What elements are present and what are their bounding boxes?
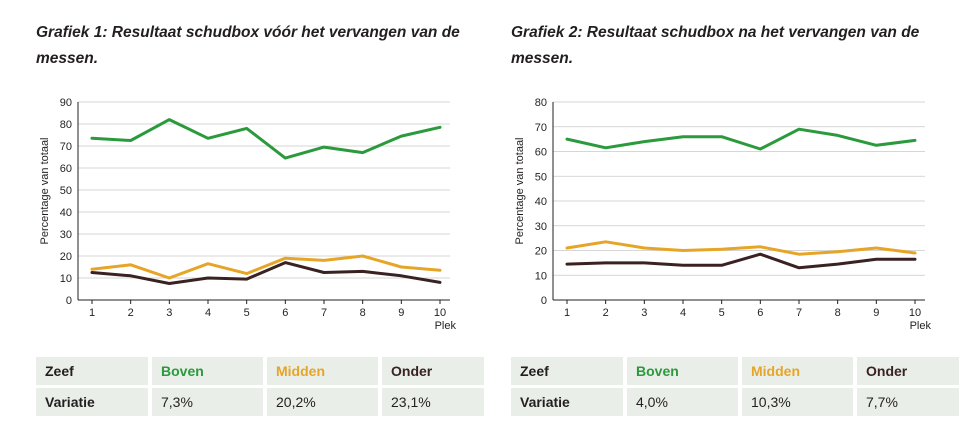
y-tick-label: 20 <box>535 246 547 258</box>
x-tick-label: 1 <box>89 307 95 319</box>
x-tick-label: 4 <box>680 307 686 319</box>
x-tick-label: 5 <box>244 307 250 319</box>
header-zeef: Zeef <box>36 357 148 385</box>
y-tick-label: 80 <box>535 97 547 109</box>
x-tick-label: 3 <box>166 307 172 319</box>
row-label-variatie: Variatie <box>36 388 148 416</box>
y-tick-label: 60 <box>60 163 72 175</box>
table-row: Variatie 7,3% 20,2% 23,1% <box>36 388 484 416</box>
table-header-row: Zeef Boven Midden Onder <box>36 357 484 385</box>
x-tick-label: 8 <box>360 307 366 319</box>
x-tick-label: 4 <box>205 307 211 319</box>
header-onder: Onder <box>857 357 959 385</box>
y-tick-label: 0 <box>66 295 72 307</box>
value-midden: 10,3% <box>742 388 853 416</box>
y-tick-label: 50 <box>60 185 72 197</box>
y-tick-label: 70 <box>535 122 547 134</box>
y-axis-label: Percentage van totaal <box>39 137 51 244</box>
header-boven: Boven <box>627 357 738 385</box>
x-tick-label: 6 <box>282 307 288 319</box>
header-zeef: Zeef <box>511 357 623 385</box>
y-axis-label: Percentage van totaal <box>514 137 526 244</box>
value-midden: 20,2% <box>267 388 378 416</box>
x-axis-label: Plek <box>910 320 932 332</box>
chart-title: Grafiek 2: Resultaat schudbox na het ver… <box>511 24 920 67</box>
value-boven: 7,3% <box>152 388 263 416</box>
chart-panel-2: Grafiek 2: Resultaat schudbox na het ver… <box>511 0 978 442</box>
x-tick-label: 9 <box>398 307 404 319</box>
row-label-variatie: Variatie <box>511 388 623 416</box>
series-line-midden <box>90 254 442 280</box>
header-onder: Onder <box>382 357 484 385</box>
value-onder: 23,1% <box>382 388 484 416</box>
series-line-boven <box>565 127 917 151</box>
x-tick-label: 2 <box>128 307 134 319</box>
variation-table: Zeef Boven Midden Onder Variatie 4,0% 10… <box>511 357 959 419</box>
x-tick-label: 7 <box>796 307 802 319</box>
x-tick-label: 9 <box>873 307 879 319</box>
value-onder: 7,7% <box>857 388 959 416</box>
series-line-onder <box>565 252 917 270</box>
series-line-midden <box>565 240 917 256</box>
x-tick-label: 8 <box>835 307 841 319</box>
table-row: Variatie 4,0% 10,3% 7,7% <box>511 388 959 416</box>
x-tick-label: 6 <box>757 307 763 319</box>
y-tick-label: 90 <box>60 97 72 109</box>
x-tick-label: 10 <box>434 307 446 319</box>
x-tick-label: 5 <box>719 307 725 319</box>
y-tick-label: 30 <box>60 229 72 241</box>
y-tick-label: 0 <box>541 295 547 307</box>
x-tick-label: 1 <box>564 307 570 319</box>
y-tick-label: 60 <box>535 147 547 159</box>
chart-panel-1: Grafiek 1: Resultaat schudbox vóór het v… <box>36 0 506 442</box>
header-midden: Midden <box>742 357 853 385</box>
y-tick-label: 70 <box>60 141 72 153</box>
x-tick-label: 3 <box>641 307 647 319</box>
x-tick-label: 7 <box>321 307 327 319</box>
variation-table: Zeef Boven Midden Onder Variatie 7,3% 20… <box>36 357 484 419</box>
y-tick-label: 30 <box>535 221 547 233</box>
y-tick-label: 40 <box>535 196 547 208</box>
chart-title: Grafiek 1: Resultaat schudbox vóór het v… <box>36 24 460 67</box>
x-tick-label: 2 <box>603 307 609 319</box>
header-midden: Midden <box>267 357 378 385</box>
y-tick-label: 80 <box>60 119 72 131</box>
header-boven: Boven <box>152 357 263 385</box>
y-tick-label: 40 <box>60 207 72 219</box>
y-tick-label: 10 <box>535 270 547 282</box>
y-tick-label: 20 <box>60 251 72 263</box>
table-header-row: Zeef Boven Midden Onder <box>511 357 959 385</box>
y-tick-label: 10 <box>60 273 72 285</box>
value-boven: 4,0% <box>627 388 738 416</box>
x-axis-label: Plek <box>435 320 457 332</box>
series-line-onder <box>90 261 442 285</box>
x-tick-label: 10 <box>909 307 921 319</box>
y-tick-label: 50 <box>535 171 547 183</box>
series-line-boven <box>90 118 442 160</box>
